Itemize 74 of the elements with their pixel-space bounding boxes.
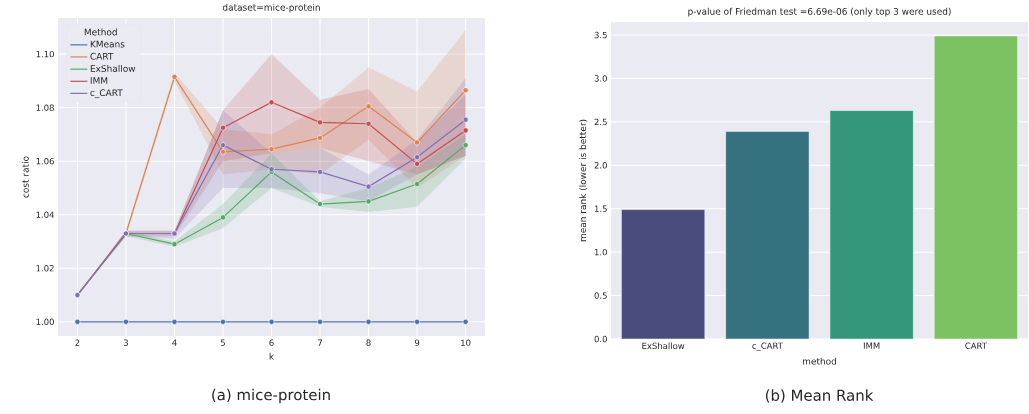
y-tick-label: 1.02 (36, 265, 54, 272)
x-tick-label: 8 (366, 339, 371, 346)
point (317, 318, 323, 325)
y-tick-label: 2.5 (594, 118, 607, 126)
legend-label: c_CART (90, 89, 123, 99)
point (462, 116, 469, 123)
point (268, 146, 275, 153)
text: (b) Mean Rank (765, 389, 874, 403)
y-tick-label: 1.04 (36, 211, 54, 218)
point (414, 154, 420, 161)
legend-label: IMM (90, 77, 108, 84)
x-axis-title: method (803, 357, 836, 365)
legend-label: CART (90, 52, 114, 60)
point (171, 318, 178, 325)
x-tick-label: ExShallow (642, 342, 685, 350)
text: (a) mice-protein (212, 388, 330, 404)
legend-label: KMeans (90, 40, 125, 48)
y-axis-title: mean rank (lower is better) (579, 119, 588, 242)
legend-label: ExShallow (90, 64, 136, 72)
y-tick-label: 3.5 (594, 31, 607, 39)
point (462, 127, 469, 134)
point (74, 318, 81, 325)
y-tick-label: 1.06 (36, 158, 54, 165)
point (317, 135, 323, 141)
point (365, 318, 372, 325)
x-tick-label: 2 (75, 339, 80, 346)
y-tick-label: 0.0 (594, 335, 607, 343)
chart-title: dataset=mice-protein (222, 3, 320, 13)
point (365, 198, 372, 205)
x-tick-label: 9 (414, 339, 420, 346)
point (123, 318, 129, 325)
point (462, 318, 469, 325)
point (414, 160, 420, 167)
point (317, 119, 323, 126)
x-tick-label: 7 (318, 339, 322, 346)
point (414, 139, 420, 146)
legend-title: Method (84, 28, 117, 36)
x-axis-title: k (269, 352, 275, 360)
x-tick-label: c_CART (752, 342, 783, 351)
y-axis-title: cost ratio (21, 156, 29, 198)
y-tick-label: 1.0 (594, 248, 607, 256)
y-tick-label: 1.5 (594, 205, 607, 212)
x-tick-label: CART (965, 342, 987, 349)
y-tick-label: 3.0 (594, 75, 607, 82)
point (220, 124, 226, 131)
x-tick-label: IMM (863, 342, 880, 349)
point (365, 183, 372, 190)
y-tick-label: 0.5 (594, 292, 607, 299)
point (462, 142, 469, 149)
point (365, 120, 372, 127)
x-tick-label: 10 (461, 339, 471, 346)
point (414, 318, 420, 325)
x-tick-label: 6 (269, 339, 274, 346)
point (171, 73, 178, 80)
chart-title: p-value of Friedman test =6.69e-06 (only top 3 were used) (688, 7, 951, 17)
point (414, 181, 420, 187)
x-tick-label: 4 (172, 339, 177, 346)
point (220, 148, 226, 155)
point (268, 99, 275, 106)
x-tick-label: 3 (123, 339, 128, 346)
point (220, 318, 226, 325)
y-tick-label: 2.0 (594, 162, 607, 169)
x-tick-label: 5 (220, 339, 225, 346)
point (462, 87, 469, 94)
point (268, 318, 275, 325)
point (220, 214, 226, 221)
y-tick-label: 1.00 (36, 318, 54, 326)
point (365, 103, 372, 110)
y-tick-label: 1.10 (36, 50, 54, 58)
point (317, 169, 323, 175)
point (317, 201, 323, 207)
point (220, 142, 226, 149)
y-tick-label: 1.08 (36, 104, 54, 111)
point (171, 241, 178, 248)
